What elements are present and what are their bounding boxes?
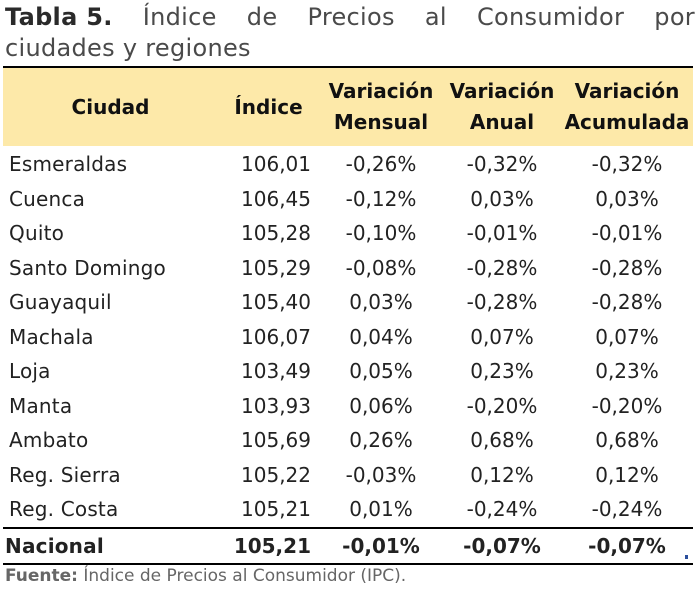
cell-acumulada: 0,68% [595, 428, 659, 453]
cell-mensual: 0,26% [349, 428, 413, 453]
header-indice: Índice [234, 94, 303, 119]
cell-acumulada: -0,28% [591, 255, 663, 280]
header-line: Variación [449, 79, 555, 103]
cell-anual: -0,32% [466, 152, 538, 177]
cell-ciudad: Guayaquil [9, 290, 112, 315]
cell-ciudad: Loja [9, 359, 51, 384]
cell-ciudad: Nacional [5, 533, 104, 558]
cell-indice: 105,21 [233, 533, 311, 558]
table-row: Esmeraldas 106,01 -0,26% -0,32% -0,32% [3, 147, 693, 182]
cell-acumulada: -0,28% [591, 290, 663, 315]
cell-anual: -0,07% [463, 533, 541, 558]
cell-mensual: -0,12% [345, 186, 417, 211]
table-row: Reg. Sierra 105,22 -0,03% 0,12% 0,12% [3, 458, 693, 493]
corner-mark [685, 555, 688, 559]
cell-acumulada: -0,20% [591, 393, 663, 418]
caption-word: por [654, 3, 695, 31]
cell-ciudad: Machala [9, 324, 94, 349]
cell-indice: 105,69 [241, 428, 311, 453]
caption-line-2: ciudades y regiones [5, 34, 251, 62]
caption-word: Precios [307, 3, 395, 31]
cell-anual: -0,20% [466, 393, 538, 418]
cell-acumulada: 0,03% [595, 186, 659, 211]
cell-ciudad: Cuenca [9, 186, 86, 211]
caption-word: Índice [142, 3, 217, 31]
source-text: Índice de Precios al Consumidor (IPC). [83, 566, 407, 586]
cell-mensual: -0,10% [345, 221, 417, 246]
header-variacion-anual: Variación Anual [443, 76, 561, 138]
cell-acumulada: -0,24% [591, 497, 663, 522]
cell-mensual: 0,06% [349, 393, 413, 418]
cell-anual: 0,68% [470, 428, 534, 453]
cell-anual: 0,07% [470, 324, 534, 349]
caption-word: de [246, 3, 278, 31]
table-row: Guayaquil 105,40 0,03% -0,28% -0,28% [3, 285, 693, 320]
cpi-table: Ciudad Índice Variación Mensual Variació… [3, 66, 693, 565]
cell-anual: 0,03% [470, 186, 534, 211]
cell-mensual: -0,01% [342, 533, 420, 558]
header-variacion-mensual: Variación Mensual [319, 76, 443, 138]
caption-word: Consumidor [476, 3, 625, 31]
cell-indice: 106,07 [241, 324, 311, 349]
cell-acumulada: 0,12% [595, 462, 659, 487]
cell-mensual: 0,03% [349, 290, 413, 315]
cell-mensual: 0,01% [349, 497, 413, 522]
cell-anual: 0,12% [470, 462, 534, 487]
table-row: Quito 105,28 -0,10% -0,01% -0,01% [3, 216, 693, 251]
cell-ciudad: Manta [9, 393, 73, 418]
cell-indice: 106,45 [241, 186, 311, 211]
cell-mensual: -0,08% [345, 255, 417, 280]
table-row: Machala 106,07 0,04% 0,07% 0,07% [3, 320, 693, 355]
header-line: Variación [574, 79, 680, 103]
source-label: Fuente: [5, 566, 78, 586]
table-row: Santo Domingo 105,29 -0,08% -0,28% -0,28… [3, 251, 693, 286]
cell-ciudad: Esmeraldas [9, 152, 128, 177]
table-caption: Tabla 5. Índice de Precios al Consumidor… [5, 2, 695, 64]
table-total-row: Nacional 105,21 -0,01% -0,07% -0,07% [3, 526, 693, 565]
header-line: Variación [328, 79, 434, 103]
caption-word: al [424, 3, 447, 31]
table-row: Ambato 105,69 0,26% 0,68% 0,68% [3, 423, 693, 458]
cell-indice: 105,22 [241, 462, 311, 487]
cell-anual: -0,28% [466, 290, 538, 315]
cell-anual: -0,24% [466, 497, 538, 522]
cell-indice: 105,40 [241, 290, 311, 315]
cell-acumulada: -0,32% [591, 152, 663, 177]
source-note: Fuente: Índice de Precios al Consumidor … [5, 566, 406, 586]
cell-indice: 103,93 [241, 393, 311, 418]
cell-acumulada: -0,01% [591, 221, 663, 246]
cell-indice: 103,49 [241, 359, 311, 384]
cell-ciudad: Santo Domingo [9, 255, 166, 280]
cell-ciudad: Reg. Costa [9, 497, 119, 522]
header-line: Mensual [333, 110, 429, 134]
table-row: Loja 103,49 0,05% 0,23% 0,23% [3, 354, 693, 389]
header-variacion-acumulada: Variación Acumulada [561, 76, 693, 138]
table-row: Cuenca 106,45 -0,12% 0,03% 0,03% [3, 182, 693, 217]
cell-ciudad: Ambato [9, 428, 89, 453]
cell-mensual: -0,03% [345, 462, 417, 487]
cell-acumulada: -0,07% [588, 533, 666, 558]
cell-indice: 106,01 [241, 152, 311, 177]
cell-mensual: -0,26% [345, 152, 417, 177]
cell-acumulada: 0,23% [595, 359, 659, 384]
cell-anual: 0,23% [470, 359, 534, 384]
header-line: Anual [469, 110, 535, 134]
cell-mensual: 0,05% [349, 359, 413, 384]
cell-mensual: 0,04% [349, 324, 413, 349]
header-ciudad: Ciudad [71, 94, 150, 119]
cell-acumulada: 0,07% [595, 324, 659, 349]
cell-anual: -0,28% [466, 255, 538, 280]
table-header: Ciudad Índice Variación Mensual Variació… [3, 66, 693, 146]
table-row: Reg. Costa 105,21 0,01% -0,24% -0,24% [3, 492, 693, 527]
header-line: Acumulada [564, 110, 690, 134]
cell-anual: -0,01% [466, 221, 538, 246]
cell-indice: 105,28 [241, 221, 311, 246]
caption-line-1: Tabla 5. Índice de Precios al Consumidor… [5, 2, 695, 33]
cell-indice: 105,29 [241, 255, 311, 280]
table-row: Manta 103,93 0,06% -0,20% -0,20% [3, 389, 693, 424]
cell-ciudad: Quito [9, 221, 65, 246]
cell-indice: 105,21 [241, 497, 311, 522]
cell-ciudad: Reg. Sierra [9, 462, 121, 487]
caption-label: Tabla 5. [5, 3, 113, 31]
